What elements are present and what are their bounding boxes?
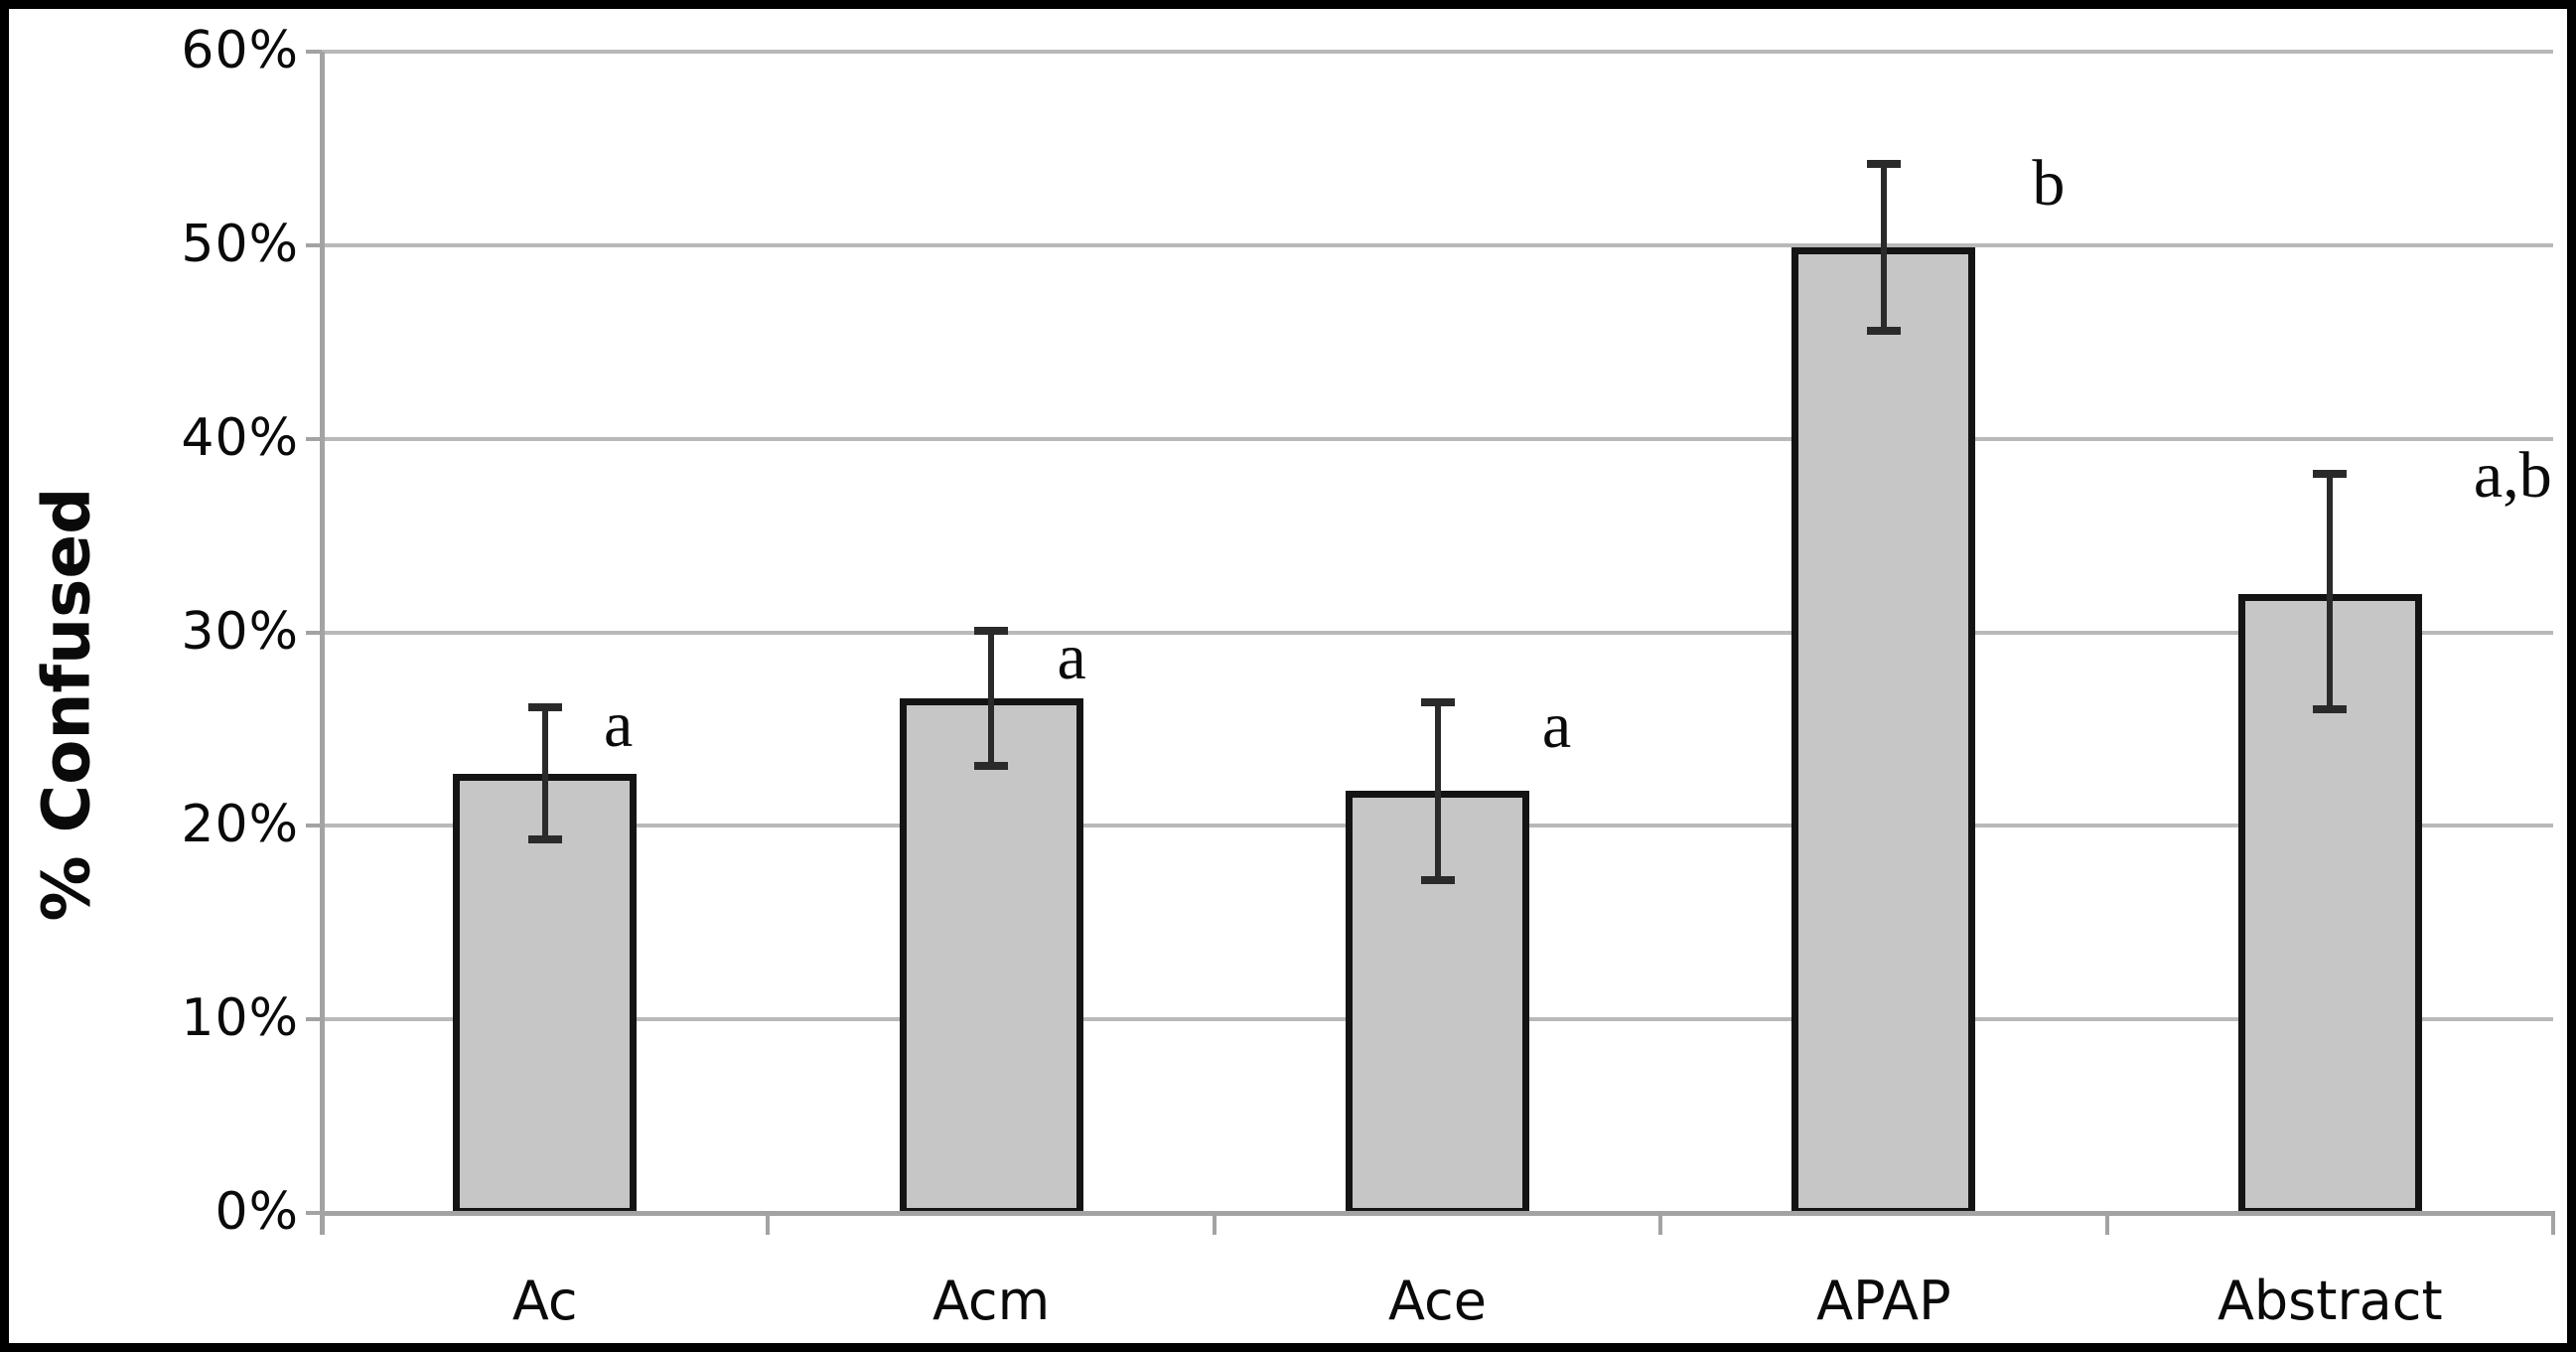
error-bar-cap-bottom-APAP: [1866, 326, 1901, 335]
significance-letter-APAP: b: [2032, 147, 2066, 220]
y-tick-label-30%: 30%: [181, 601, 299, 662]
error-bar-cap-top-Acm: [974, 626, 1009, 635]
error-bar-cap-top-Ace: [1420, 697, 1455, 706]
error-bar-cap-top-APAP: [1866, 160, 1901, 168]
gridline-40: [322, 436, 2553, 441]
error-bar-cap-top-Abstract: [2313, 469, 2348, 478]
y-tick-label-60%: 60%: [181, 21, 299, 80]
x-axis-tick-1: [766, 1213, 771, 1235]
x-axis-line: [320, 1211, 2555, 1216]
significance-letter-Abstract: a,b: [2473, 438, 2552, 512]
y-axis-tick-0: [306, 1211, 322, 1215]
error-bar-line-APAP: [1880, 164, 1887, 331]
y-axis-tick-50: [306, 242, 322, 247]
bar-APAP: [1791, 246, 1976, 1215]
x-category-label-APAP: APAP: [1816, 1270, 1951, 1332]
error-bar-cap-bottom-Ace: [1420, 875, 1455, 884]
error-bar-line-Acm: [988, 630, 995, 766]
y-tick-label-40%: 40%: [181, 407, 299, 468]
significance-letter-Ace: a: [1541, 688, 1572, 762]
significance-letter-Acm: a: [1057, 620, 1086, 693]
significance-letter-Ac: a: [604, 688, 634, 762]
y-tick-label-0%: 0%: [215, 1182, 299, 1242]
y-axis-tick-30: [306, 630, 322, 635]
error-bar-line-Ac: [541, 707, 548, 839]
error-bar-cap-bottom-Acm: [974, 761, 1009, 770]
x-category-label-Abstract: Abstract: [2217, 1270, 2443, 1332]
x-axis-tick-4: [2104, 1213, 2109, 1235]
y-tick-label-20%: 20%: [181, 795, 299, 855]
error-bar-cap-top-Ac: [527, 703, 562, 712]
plot-area: 0% 10% 20% 30% 40% 50% 60% a Ac a Acm a Ace b APAP a,b A…: [9, 9, 2567, 1343]
y-axis-tick-60: [306, 50, 322, 54]
error-bar-line-Abstract: [2327, 473, 2334, 710]
bar-Ac: [453, 773, 638, 1215]
error-bar-line-Ace: [1434, 701, 1441, 880]
y-tick-label-10%: 10%: [181, 988, 299, 1049]
y-axis-title: % Confused: [28, 487, 105, 922]
gridline-30: [322, 630, 2553, 635]
x-axis-tick-2: [1212, 1213, 1216, 1235]
x-category-label-Acm: Acm: [931, 1270, 1051, 1332]
bar-Acm: [899, 697, 1083, 1215]
error-bar-cap-bottom-Ac: [527, 834, 562, 843]
x-axis-tick-0: [320, 1213, 324, 1235]
error-bar-cap-bottom-Abstract: [2313, 705, 2348, 714]
x-axis-tick-3: [1658, 1213, 1663, 1235]
y-axis-tick-40: [306, 436, 322, 441]
x-category-label-Ac: Ac: [511, 1270, 578, 1332]
gridline-50: [322, 242, 2553, 247]
gridline-60: [322, 50, 2553, 54]
y-axis-line: [320, 52, 325, 1235]
x-axis-tick-5: [2551, 1213, 2555, 1235]
y-axis-tick-10: [306, 1017, 322, 1022]
y-axis-tick-20: [306, 824, 322, 828]
y-tick-label-50%: 50%: [181, 214, 299, 274]
x-category-label-Ace: Ace: [1388, 1270, 1487, 1332]
